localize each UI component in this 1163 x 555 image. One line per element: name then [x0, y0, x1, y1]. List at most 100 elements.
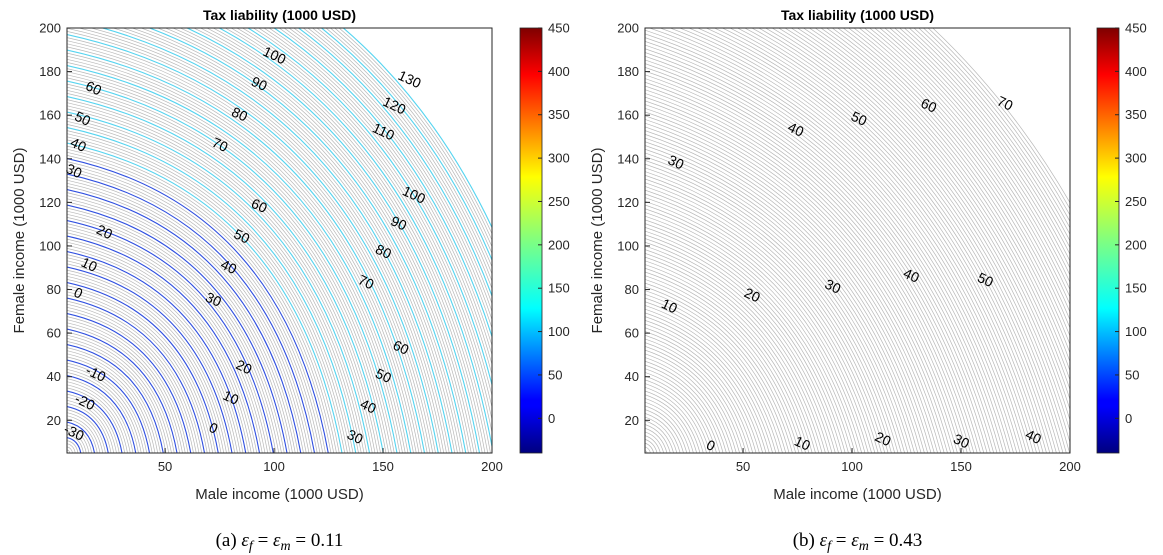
contour-line-minor	[20, 453, 67, 506]
contour-line-minor	[645, 93, 965, 453]
contour-line-minor	[67, 341, 167, 453]
contour-label: 10	[659, 295, 680, 316]
contour-line-minor	[614, 453, 645, 488]
contour-line-minor	[67, 40, 434, 453]
contour-line-minor	[645, 100, 958, 453]
contour-line-minor	[171, 28, 475, 453]
y-tick-label: 40	[625, 369, 639, 384]
contour-label: 60	[391, 337, 412, 358]
contour-label: 10	[79, 254, 100, 275]
contour-line-minor	[932, 28, 1070, 204]
contour-label: -10	[83, 362, 108, 385]
contour-line-minor	[67, 334, 172, 453]
contour-line-minor	[67, 148, 337, 453]
colorbar-tick-label: 450	[548, 21, 570, 36]
x-tick-label: 200	[481, 459, 503, 474]
contour-line-minor	[645, 349, 737, 453]
contour-line-minor	[67, 130, 354, 453]
contour-line-minor	[645, 126, 935, 453]
contour-line-minor	[48, 453, 67, 475]
contour-line-minor	[67, 145, 340, 453]
contour-line-minor	[611, 453, 645, 491]
contour-line-minor	[0, 453, 67, 555]
contour-line-minor	[645, 189, 879, 453]
contour-line-minor	[67, 378, 134, 453]
contour-line-minor	[67, 83, 395, 453]
contour-line-minor	[334, 28, 492, 242]
contour-label: 40	[901, 265, 922, 286]
y-tick-label: 100	[39, 238, 61, 253]
contour-line-minor	[777, 28, 1070, 433]
contour-line-minor	[67, 263, 236, 453]
contour-line-minor	[67, 155, 332, 453]
contour-line-minor	[858, 28, 1070, 306]
contour-line-minor	[645, 148, 915, 453]
contour-line-minor	[0, 453, 67, 537]
contour-line-minor	[645, 63, 991, 453]
contour-line-major	[67, 95, 384, 453]
contour-line-minor	[645, 241, 833, 453]
contour-line-minor	[338, 28, 492, 235]
colorbar-tick-label: 450	[1125, 21, 1147, 36]
contour-line-minor	[847, 28, 1070, 321]
contour-line-minor	[820, 28, 1070, 363]
contour-line-minor	[67, 303, 200, 453]
contour-line-minor	[130, 28, 461, 453]
contour-line-minor	[67, 124, 359, 453]
contour-line-minor	[548, 453, 645, 555]
contour-line-minor	[0, 453, 67, 555]
contour-label: 50	[231, 226, 252, 247]
panel-a-contours	[0, 28, 492, 555]
contour-line-minor	[0, 453, 67, 540]
contour-line-minor	[192, 28, 483, 453]
panel-a-x-axis-label: Male income (1000 USD)	[195, 486, 363, 503]
contour-line-minor	[67, 186, 304, 453]
contour-line-minor	[67, 241, 255, 453]
contour-line-minor	[67, 55, 420, 453]
contour-line-minor	[67, 356, 153, 453]
contour-line-minor	[67, 440, 79, 453]
contour-line-minor	[645, 104, 955, 453]
contour-line-minor	[705, 28, 1044, 453]
contour-line-minor	[293, 28, 492, 305]
contour-label: 60	[83, 77, 104, 98]
y-tick-label: 60	[625, 326, 639, 341]
contour-line-minor	[808, 28, 1070, 382]
contour-line-minor	[645, 212, 859, 453]
contour-line-minor	[645, 130, 932, 453]
contour-line-minor	[67, 232, 263, 453]
contour-line-minor	[645, 346, 740, 453]
contour-line-minor	[67, 350, 159, 453]
contour-line-major	[67, 64, 412, 453]
contour-line-minor	[67, 238, 258, 453]
x-tick-label: 100	[841, 459, 863, 474]
contour-line-minor	[645, 264, 813, 453]
contour-label: 70	[356, 271, 377, 292]
contour-line-major	[67, 297, 206, 453]
colorbar-tick-label: 0	[1125, 411, 1132, 426]
contour-label: 80	[373, 241, 394, 262]
contour-line-minor	[568, 453, 645, 540]
contour-line-minor	[67, 93, 387, 453]
contour-line-minor	[645, 312, 770, 453]
colorbar-tick-label: 150	[1125, 281, 1147, 296]
contour-line-minor	[535, 453, 645, 555]
contour-line-minor	[884, 28, 1070, 269]
contour-line-minor	[874, 28, 1070, 284]
contour-line-minor	[645, 342, 744, 453]
contour-line-minor	[645, 223, 849, 453]
contour-line-major	[67, 374, 137, 453]
contour-line-major	[67, 235, 261, 453]
contour-line-minor	[645, 133, 929, 453]
contour-label: 40	[68, 134, 89, 155]
contour-line-minor	[736, 28, 1057, 453]
contour-line-minor	[283, 28, 492, 321]
contour-line-minor	[67, 331, 175, 453]
contour-line-minor	[67, 192, 299, 453]
colorbar-tick-label: 50	[548, 367, 562, 382]
contour-line-minor	[645, 115, 945, 453]
contour-label: 70	[210, 134, 231, 155]
contour-line-minor	[67, 71, 406, 453]
contour-line-minor	[67, 120, 362, 453]
